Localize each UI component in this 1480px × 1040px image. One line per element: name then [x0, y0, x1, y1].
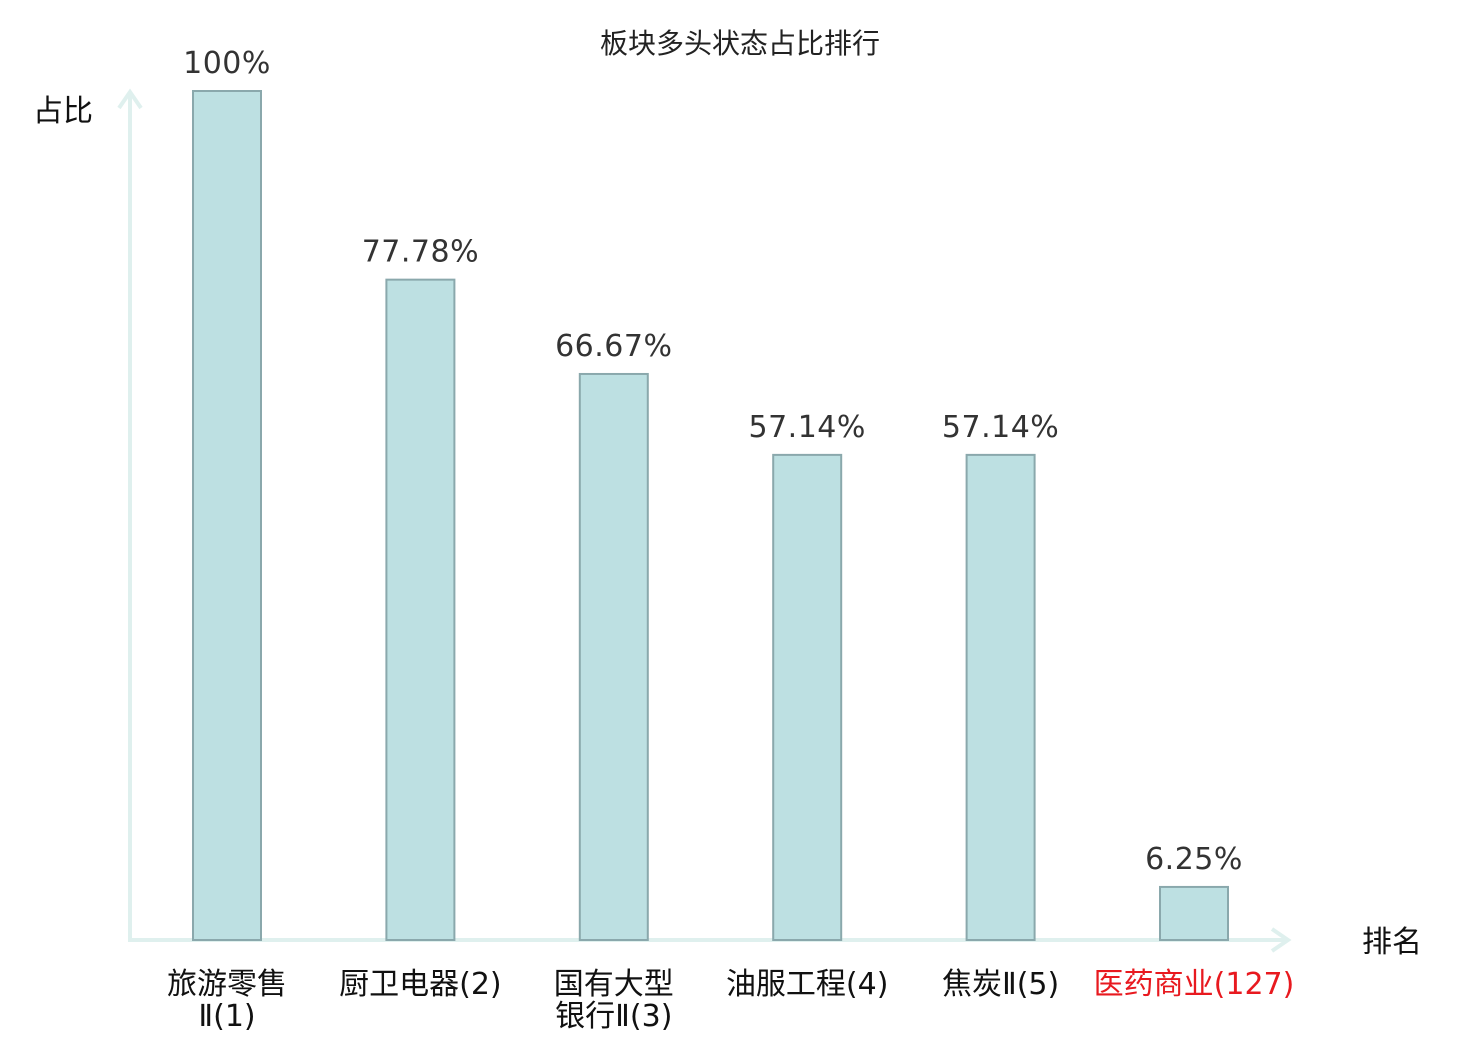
value-label: 57.14% [749, 410, 866, 445]
value-label: 77.78% [362, 235, 479, 270]
value-label: 6.25% [1145, 842, 1243, 877]
value-label: 66.67% [555, 329, 672, 364]
category-tick-label: 油服工程(4) [726, 967, 889, 1002]
x-axis-arrow-icon [1270, 927, 1292, 953]
category-tick-label: 厨卫电器(2) [339, 967, 502, 1002]
category-tick-label: 医药商业(127) [1094, 967, 1295, 1002]
category-tick-label: 焦炭Ⅱ(5) [942, 967, 1059, 1002]
bar [578, 372, 649, 942]
bar [192, 90, 262, 941]
y-axis-arrow-icon [117, 88, 143, 110]
bar [385, 278, 456, 941]
bar [965, 453, 1036, 941]
y-axis-label: 占比 [33, 94, 93, 129]
bar [1159, 885, 1229, 941]
category-tick-label: 国有大型 [554, 967, 674, 1002]
category-tick-label: 银行Ⅱ(3) [555, 999, 672, 1034]
value-label: 100% [183, 46, 271, 81]
chart-title: 板块多头状态占比排行 [600, 27, 880, 60]
category-tick-label: 旅游零售 [167, 967, 287, 1002]
bars-group [192, 90, 1229, 942]
value-labels-group: 100% 77.78% 66.67% 57.14% 57.14% 6.25% [183, 46, 1243, 877]
bar [772, 453, 843, 941]
category-tick-label: Ⅱ(1) [198, 999, 255, 1034]
x-axis-label: 排名 [1362, 925, 1422, 960]
value-label: 57.14% [942, 410, 1059, 445]
